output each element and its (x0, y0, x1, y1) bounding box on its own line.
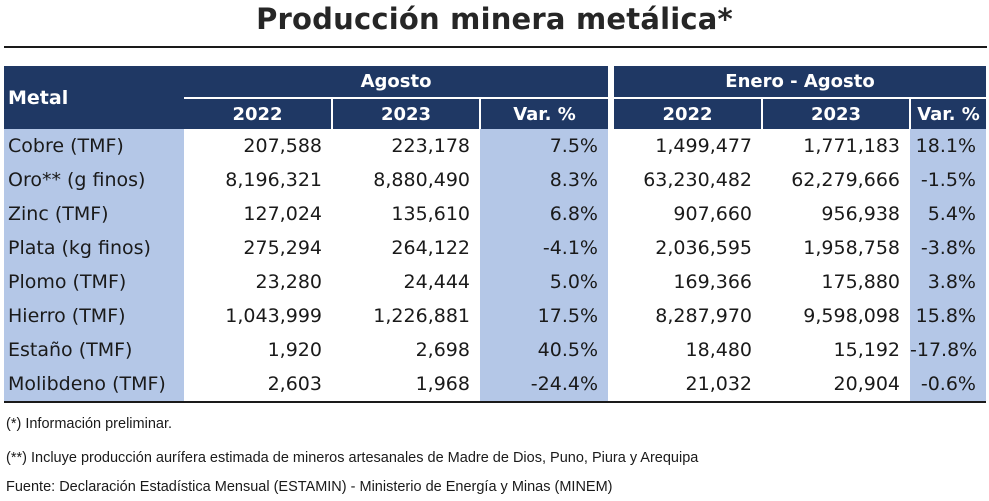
agosto-2023-value: 1,226,881 (373, 305, 470, 327)
table-row: Plomo (TMF) 23,280 24,444 5.0% 169,366 1… (4, 265, 986, 299)
header-row-years: 2022 2023 Var. % 2022 2023 Var. % (4, 98, 986, 129)
column-gap (608, 299, 614, 333)
agosto-2023-value: 8,880,490 (373, 169, 470, 191)
enero-agosto-2022-value: 2,036,595 (655, 237, 752, 259)
header-enero-agosto-2023: 2023 (762, 98, 911, 129)
enero-agosto-var-value: -17.8% (910, 333, 986, 367)
metal-name: Hierro (TMF) (4, 299, 184, 333)
enero-agosto-2023-value: 9,598,098 (803, 305, 900, 327)
header-agosto-var: Var. % (480, 98, 608, 129)
agosto-var-value: 7.5% (480, 129, 608, 163)
header-enero-agosto-var: Var. % (910, 98, 986, 129)
column-gap (608, 231, 614, 265)
column-gap (608, 197, 614, 231)
agosto-2022-value: 2,603 (184, 367, 332, 403)
metal-name: Cobre (TMF) (4, 129, 184, 163)
header-metal: Metal (4, 66, 184, 129)
agosto-2022-value: 207,588 (243, 135, 322, 157)
enero-agosto-2022-value: 21,032 (614, 367, 762, 403)
table-row: Plata (kg finos) 275,294 264,122 -4.1% 2… (4, 231, 986, 265)
agosto-2023-value: 135,610 (391, 203, 470, 225)
agosto-var-value: 6.8% (480, 197, 608, 231)
metal-name: Estaño (TMF) (4, 333, 184, 367)
agosto-var-value: 8.3% (480, 163, 608, 197)
metal-name: Plata (kg finos) (4, 231, 184, 265)
enero-agosto-var-value: 3.8% (910, 265, 986, 299)
table-row: Oro** (g finos) 8,196,321 8,880,490 8.3%… (4, 163, 986, 197)
metal-name: Plomo (TMF) (4, 265, 184, 299)
note-fuente: Fuente: Declaración Estadística Mensual … (6, 479, 613, 495)
title-divider (4, 46, 987, 48)
agosto-var-value: -24.4% (480, 367, 608, 403)
enero-agosto-2022-value: 1,499,477 (655, 135, 752, 157)
agosto-2022-value: 23,280 (255, 271, 322, 293)
agosto-var-value: 5.0% (480, 265, 608, 299)
agosto-2023-value: 24,444 (403, 271, 470, 293)
enero-agosto-2023-value: 1,958,758 (803, 237, 900, 259)
enero-agosto-2022-value: 63,230,482 (643, 169, 752, 191)
agosto-2022-value: 8,196,321 (225, 169, 322, 191)
enero-agosto-2023-value: 20,904 (762, 367, 910, 403)
metal-name: Molibdeno (TMF) (4, 367, 184, 403)
page-title: Producción minera metálica* (256, 2, 733, 36)
agosto-2022-value: 1,043,999 (225, 305, 322, 327)
agosto-2023-value: 1,968 (332, 367, 480, 403)
enero-agosto-2023-value: 175,880 (821, 271, 900, 293)
header-agosto-2023: 2023 (332, 98, 481, 129)
agosto-var-value: 17.5% (480, 299, 608, 333)
enero-agosto-var-value: 18.1% (910, 129, 986, 163)
agosto-2023-value: 223,178 (391, 135, 470, 157)
agosto-2022-value: 1,920 (267, 339, 322, 361)
enero-agosto-var-value: -3.8% (910, 231, 986, 265)
table-row: Estaño (TMF) 1,920 2,698 40.5% 18,480 15… (4, 333, 986, 367)
enero-agosto-2023-value: 15,192 (833, 339, 900, 361)
header-agosto: Agosto (184, 66, 608, 99)
column-gap (608, 333, 614, 367)
column-gap (608, 265, 614, 299)
column-gap (608, 129, 614, 163)
agosto-var-value: -4.1% (480, 231, 608, 265)
agosto-2023-value: 264,122 (391, 237, 470, 259)
metal-name: Zinc (TMF) (4, 197, 184, 231)
agosto-2023-value: 2,698 (415, 339, 470, 361)
header-enero-agosto-2022: 2022 (614, 98, 763, 129)
enero-agosto-2022-value: 8,287,970 (655, 305, 752, 327)
table-row: Zinc (TMF) 127,024 135,610 6.8% 907,660 … (4, 197, 986, 231)
production-table: Metal Agosto Enero - Agosto 2022 2023 Va… (4, 66, 986, 403)
header-agosto-2022: 2022 (184, 98, 333, 129)
enero-agosto-var-value: 5.4% (910, 197, 986, 231)
header-gap (608, 66, 614, 129)
agosto-2022-value: 275,294 (243, 237, 322, 259)
agosto-var-value: 40.5% (480, 333, 608, 367)
enero-agosto-2023-value: 956,938 (821, 203, 900, 225)
agosto-2022-value: 127,024 (243, 203, 322, 225)
header-row-groups: Metal Agosto Enero - Agosto (4, 66, 986, 129)
enero-agosto-var-value: -1.5% (910, 163, 986, 197)
enero-agosto-2023-value: 1,771,183 (803, 135, 900, 157)
enero-agosto-2022-value: 18,480 (685, 339, 752, 361)
note-preliminar: (*) Información preliminar. (6, 416, 172, 432)
header-enero-agosto: Enero - Agosto (614, 66, 986, 99)
table-row: Molibdeno (TMF) 2,603 1,968 -24.4% 21,03… (4, 367, 986, 403)
table-row: Cobre (TMF) 207,588 223,178 7.5% 1,499,4… (4, 129, 986, 163)
table-row: Hierro (TMF) 1,043,999 1,226,881 17.5% 8… (4, 299, 986, 333)
column-gap (608, 367, 614, 403)
metal-name: Oro** (g finos) (4, 163, 184, 197)
enero-agosto-var-value: -0.6% (910, 367, 986, 403)
enero-agosto-2022-value: 169,366 (673, 271, 752, 293)
note-aurifera: (**) Incluye producción aurífera estimad… (6, 450, 699, 466)
enero-agosto-var-value: 15.8% (910, 299, 986, 333)
enero-agosto-2023-value: 62,279,666 (791, 169, 900, 191)
column-gap (608, 163, 614, 197)
enero-agosto-2022-value: 907,660 (673, 203, 752, 225)
